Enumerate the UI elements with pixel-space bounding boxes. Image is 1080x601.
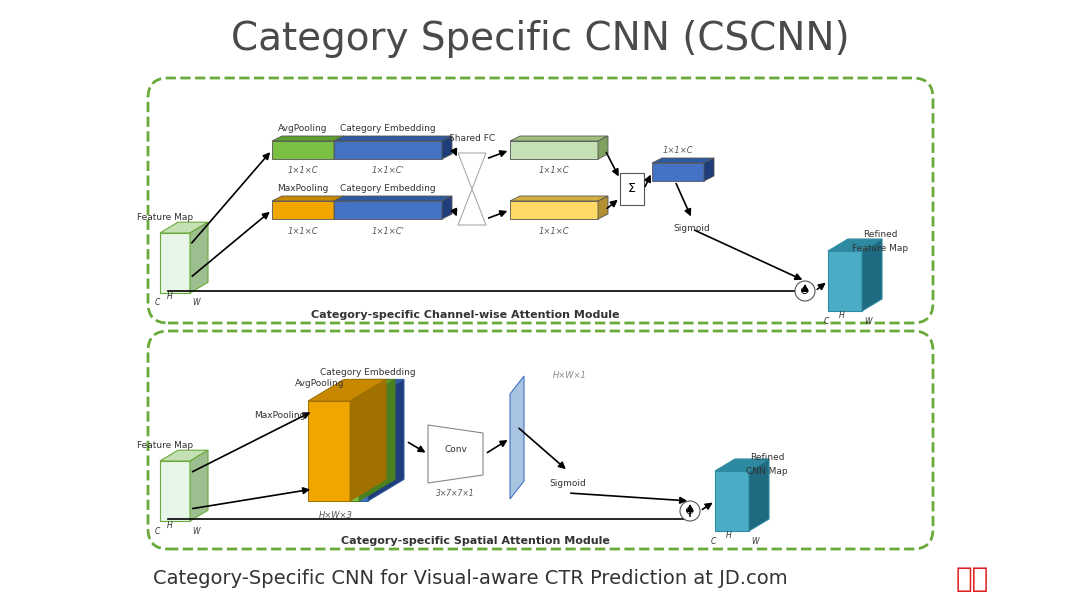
Polygon shape [442,196,453,219]
Text: W: W [752,537,759,546]
Text: W: W [192,299,200,308]
Text: H: H [167,520,173,529]
Polygon shape [350,379,386,501]
Text: Refined: Refined [750,453,784,462]
Polygon shape [326,401,368,501]
Text: C: C [823,317,828,326]
Polygon shape [334,136,453,141]
Text: 京东: 京东 [956,565,988,593]
Polygon shape [160,450,208,461]
Text: 1×1×C': 1×1×C' [372,166,404,175]
Polygon shape [510,201,598,219]
Polygon shape [652,163,704,181]
Text: C: C [711,537,716,546]
Text: 1×1×C': 1×1×C' [372,227,404,236]
Polygon shape [704,158,714,181]
Text: Shared FC: Shared FC [449,135,495,144]
Circle shape [795,281,815,301]
Polygon shape [272,201,334,219]
Polygon shape [598,196,608,219]
Text: Sigmoid: Sigmoid [550,478,586,487]
Text: ⊙: ⊙ [800,286,810,296]
Polygon shape [510,376,524,499]
Text: W: W [192,526,200,535]
Text: Feature Map: Feature Map [137,213,193,222]
Polygon shape [442,136,453,159]
Polygon shape [598,136,608,159]
Polygon shape [862,239,882,311]
Text: Category-Specific CNN for Visual-aware CTR Prediction at JD.com: Category-Specific CNN for Visual-aware C… [152,570,787,588]
Text: C: C [154,299,160,308]
Text: W: W [864,317,872,326]
Text: Feature Map: Feature Map [137,442,193,451]
Polygon shape [458,153,486,189]
Polygon shape [334,196,345,219]
Text: H×W×3: H×W×3 [319,510,353,519]
Circle shape [680,501,700,521]
Text: H: H [839,311,845,320]
Text: Category Embedding: Category Embedding [320,368,416,377]
Text: 1×1×C: 1×1×C [287,166,319,175]
Polygon shape [318,379,395,401]
Polygon shape [458,189,486,225]
Polygon shape [308,379,386,401]
Polygon shape [160,233,190,293]
Text: $\Sigma$: $\Sigma$ [627,183,636,195]
Text: CNN Map: CNN Map [746,466,787,475]
Text: Category-specific Spatial Attention Module: Category-specific Spatial Attention Modu… [340,536,609,546]
Polygon shape [652,158,714,163]
Polygon shape [715,471,750,531]
Polygon shape [190,222,208,293]
Polygon shape [750,459,769,531]
Text: Category Embedding: Category Embedding [340,185,436,194]
Polygon shape [359,379,395,501]
Polygon shape [510,136,608,141]
Polygon shape [368,379,404,501]
Text: Feature Map: Feature Map [852,245,908,254]
Polygon shape [272,141,334,159]
Polygon shape [428,425,483,483]
Polygon shape [510,141,598,159]
Text: 1×1×C: 1×1×C [287,227,319,236]
Text: 1×1×C: 1×1×C [663,147,693,156]
Text: Conv: Conv [444,445,467,454]
Polygon shape [160,222,208,233]
Polygon shape [272,196,345,201]
Text: H×W×1: H×W×1 [553,371,586,380]
Polygon shape [828,251,862,311]
Text: H: H [726,531,732,540]
Text: MaxPooling: MaxPooling [278,185,328,194]
Text: Refined: Refined [863,231,897,240]
Polygon shape [334,201,442,219]
Text: 1×1×C: 1×1×C [539,227,569,236]
Polygon shape [308,401,350,501]
Polygon shape [715,459,769,471]
Text: MaxPooling: MaxPooling [254,412,306,421]
Text: AvgPooling: AvgPooling [279,124,327,133]
Polygon shape [272,136,345,141]
Text: Category-specific Channel-wise Attention Module: Category-specific Channel-wise Attention… [311,310,619,320]
Text: 3×7×7×1: 3×7×7×1 [436,489,475,498]
Polygon shape [334,141,442,159]
Polygon shape [828,239,882,251]
Polygon shape [160,461,190,521]
Polygon shape [334,136,345,159]
Text: H: H [167,293,173,302]
Text: Category Embedding: Category Embedding [340,124,436,133]
Polygon shape [190,450,208,521]
FancyBboxPatch shape [620,173,644,205]
Polygon shape [510,196,608,201]
Polygon shape [318,401,359,501]
Text: AvgPooling: AvgPooling [295,379,345,388]
Text: 1×1×C: 1×1×C [539,166,569,175]
Polygon shape [326,379,404,401]
Polygon shape [334,196,453,201]
Text: Category Specific CNN (CSCNN): Category Specific CNN (CSCNN) [231,20,849,58]
Text: ⊙: ⊙ [686,506,694,516]
Text: Sigmoid: Sigmoid [674,225,711,234]
Text: C: C [154,526,160,535]
